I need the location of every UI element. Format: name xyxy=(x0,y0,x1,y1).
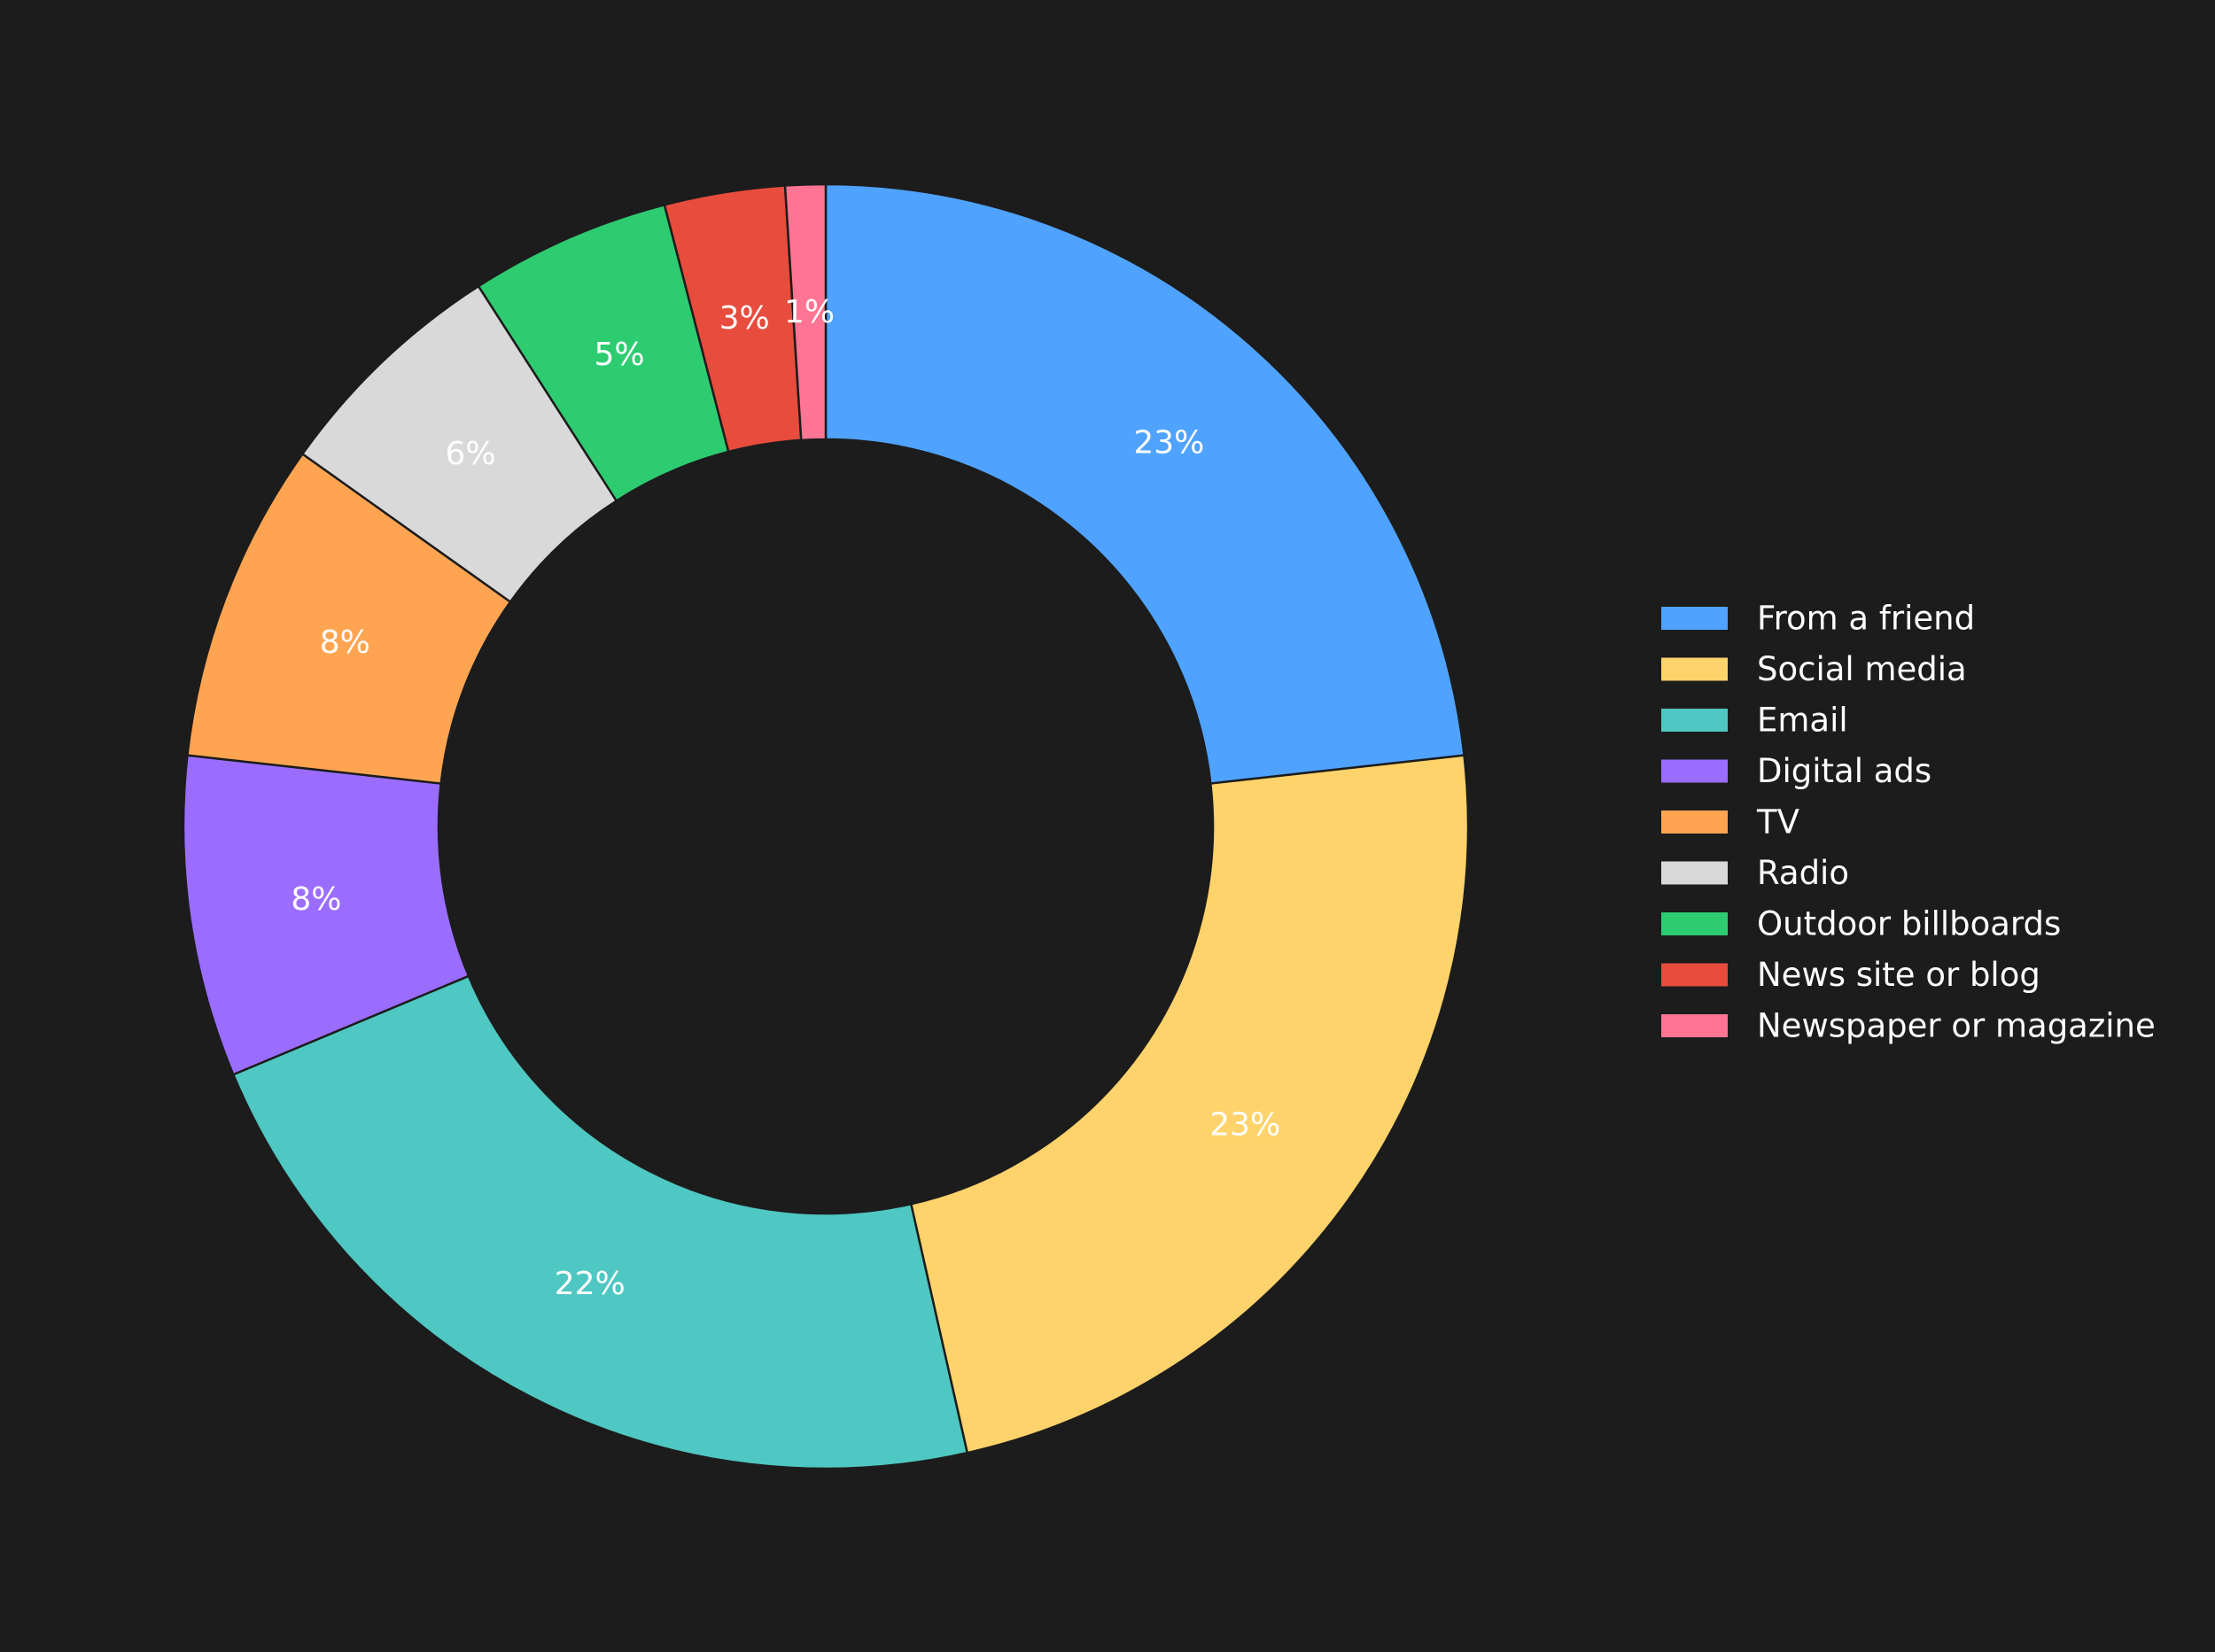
legend-label-radio: Radio xyxy=(1757,854,1849,892)
legend-label-social-media: Social media xyxy=(1757,650,1967,688)
legend-label-tv: TV xyxy=(1756,803,1799,842)
legend: From a friend Social media Email Digital ad… xyxy=(1661,600,2156,1045)
legend-label-outdoor-billboards: Outdoor billboards xyxy=(1757,905,2061,943)
slice-social-media xyxy=(910,754,1470,1454)
slice-labels: 23% 23% 22% 8% 8% 6% 5% 3% 1% xyxy=(291,294,1280,1302)
slice-from-a-friend xyxy=(824,182,1465,785)
legend-label-news-site-or-blog: News site or blog xyxy=(1757,956,2040,994)
slice-label-from-a-friend: 23% xyxy=(1133,425,1204,461)
legend-swatch-social-media xyxy=(1661,657,1728,681)
legend-swatch-email xyxy=(1661,709,1728,732)
legend-label-digital-ads: Digital ads xyxy=(1757,752,1931,790)
slice-label-outdoor-billboards: 5% xyxy=(594,337,644,373)
slice-newspaper-or-magazine xyxy=(783,182,828,442)
legend-swatch-news-site-or-blog xyxy=(1661,963,1728,987)
slice-label-news-site-or-blog: 3% xyxy=(719,300,770,337)
slice-label-tv: 8% xyxy=(320,624,370,661)
legend-swatch-tv xyxy=(1661,810,1728,834)
legend-label-email: Email xyxy=(1757,702,1848,740)
legend-label-from-a-friend: From a friend xyxy=(1757,600,1975,638)
legend-label-newspaper-or-magazine: Newspaper or magazine xyxy=(1757,1007,2156,1045)
legend-swatch-outdoor-billboards xyxy=(1661,912,1728,935)
slice-label-email: 22% xyxy=(555,1266,626,1302)
slice-label-digital-ads: 8% xyxy=(291,881,341,918)
donut-slices xyxy=(182,182,1470,1470)
legend-swatch-digital-ads xyxy=(1661,759,1728,783)
legend-swatch-newspaper-or-magazine xyxy=(1661,1014,1728,1037)
slice-email xyxy=(232,974,968,1470)
legend-swatch-from-a-friend xyxy=(1661,607,1728,630)
slice-label-newspaper-or-magazine: 1% xyxy=(784,294,835,330)
slice-label-radio: 6% xyxy=(446,436,496,472)
slice-label-social-media: 23% xyxy=(1209,1107,1280,1144)
legend-swatch-radio xyxy=(1661,861,1728,885)
